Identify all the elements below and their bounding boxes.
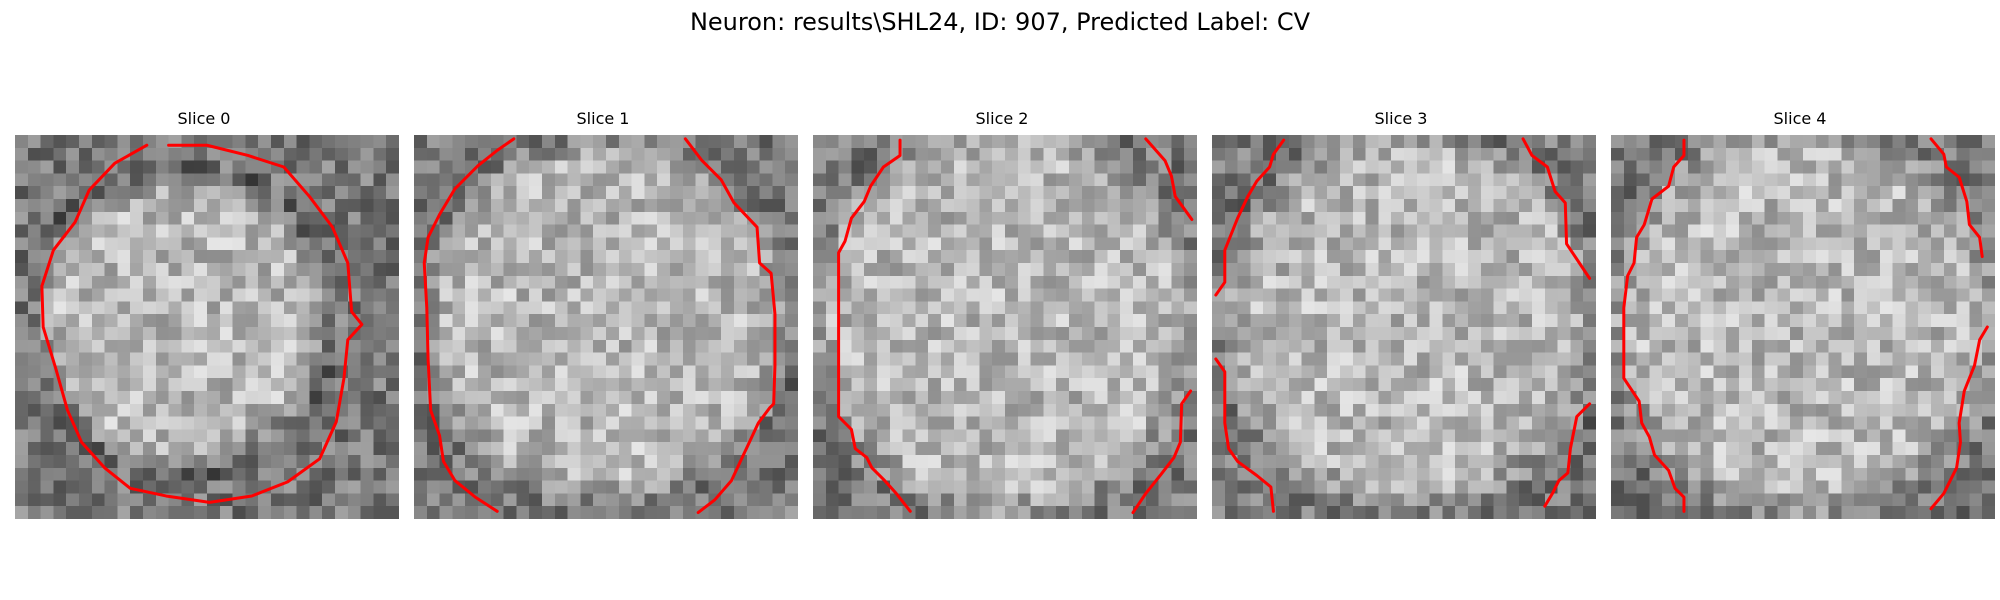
slice-panel-0: Slice 0 <box>9 108 399 528</box>
microscopy-slice-image <box>1212 135 1596 519</box>
cell-boundary-contour <box>1133 391 1191 513</box>
figure-title: Neuron: results\SHL24, ID: 907, Predicte… <box>689 8 1311 36</box>
slice-title: Slice 3 <box>1374 109 1428 128</box>
slice-panel-1: Slice 1 <box>408 108 798 528</box>
slice-title: Slice 0 <box>177 109 231 128</box>
microscopy-slice-image <box>414 135 798 519</box>
cell-boundary-contour <box>42 145 362 502</box>
slice-title: Slice 2 <box>975 109 1029 128</box>
cell-boundary-contour <box>1545 404 1590 506</box>
cell-boundary-contour <box>1624 140 1684 511</box>
cell-boundary-contour <box>1216 140 1284 295</box>
cell-boundary-contour <box>1523 139 1590 279</box>
microscopy-slice-image <box>1611 135 1995 519</box>
slice-panel-4: Slice 4 <box>1605 108 1995 528</box>
cell-boundary-contour <box>1146 139 1192 220</box>
cell-boundary-contour <box>1216 359 1274 511</box>
cell-boundary-contour <box>424 139 514 511</box>
cell-boundary-contour <box>1931 139 1982 257</box>
cell-boundary-contour <box>839 140 911 511</box>
slice-panel-2: Slice 2 <box>807 108 1197 528</box>
microscopy-slice-image <box>15 135 399 519</box>
slice-title: Slice 4 <box>1773 109 1827 128</box>
slice-title: Slice 1 <box>576 109 630 128</box>
cell-boundary-contour <box>685 139 775 513</box>
cell-boundary-contour <box>1931 327 1987 509</box>
microscopy-slice-image <box>813 135 1197 519</box>
slice-panel-3: Slice 3 <box>1206 108 1596 528</box>
